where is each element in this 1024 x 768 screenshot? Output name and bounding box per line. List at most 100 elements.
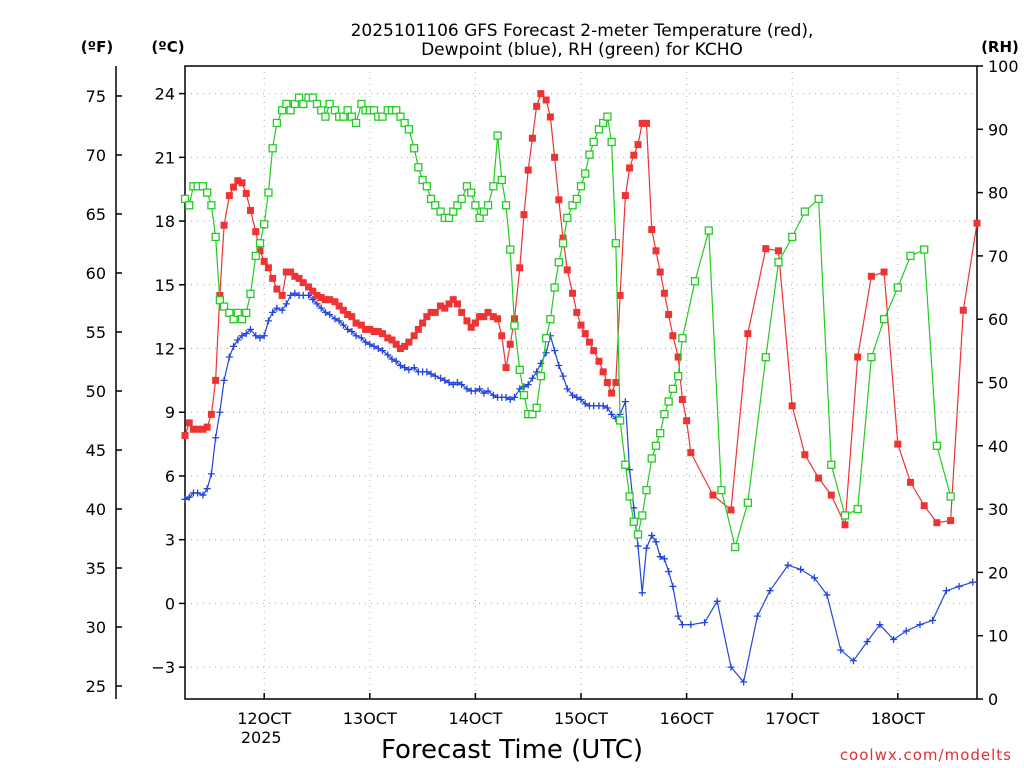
temperature-point [665, 311, 673, 319]
dewpoint-point [401, 364, 409, 372]
temperature-point [185, 419, 193, 427]
temperature-point [516, 264, 524, 272]
rh-tick-label: 80 [988, 184, 1008, 203]
rh-point [607, 137, 616, 147]
dewpoint-point [282, 300, 290, 308]
rh-tick-label: 100 [988, 57, 1019, 76]
rh-point [198, 182, 208, 191]
dewpoint-point [634, 542, 642, 550]
dewpoint-point [269, 308, 277, 316]
dewpoint-point [506, 395, 514, 403]
dewpoint-point [489, 391, 497, 399]
temperature-point [906, 478, 914, 486]
celsius-tick-label: 21 [155, 148, 175, 167]
temperature-point [616, 291, 624, 299]
rh-point [462, 182, 472, 191]
celsius-unit: (ºC) [151, 38, 184, 56]
dewpoint-point [344, 325, 352, 333]
dewpoint-point [437, 374, 445, 382]
temperature-point [287, 268, 295, 276]
rh-point [788, 232, 797, 242]
celsius-tick-label: 9 [165, 403, 175, 422]
rh-point [621, 460, 630, 469]
rh-point [568, 201, 577, 210]
temperature-point [295, 274, 303, 282]
rh-axis: 0 10 20 30 40 50 60 70 80 90 100 [977, 57, 1019, 709]
rh-point [351, 118, 361, 128]
temperature-point [585, 338, 593, 346]
dewpoint-point [797, 565, 805, 573]
x-tick-sublabel: 2025 [241, 728, 282, 747]
dewpoint-point [502, 393, 510, 401]
dewpoint-point [551, 347, 559, 355]
dewpoint-point [555, 362, 563, 370]
dewpoint-point [216, 408, 224, 416]
temperature-point [242, 189, 250, 197]
dewpoint-point [260, 332, 268, 340]
rh-point [576, 182, 586, 191]
temperature-point [423, 313, 431, 321]
dewpoint-point [533, 368, 541, 376]
temperature-point [608, 389, 616, 397]
dewpoint-point [652, 538, 660, 546]
temperature-point [273, 285, 281, 293]
x-tick-label: 15OCT [554, 709, 608, 728]
dewpoint-point [220, 376, 228, 384]
dewpoint-point [648, 531, 656, 539]
rh-point [581, 169, 590, 178]
rh-point [317, 106, 326, 115]
rh-point [638, 511, 647, 520]
temperature-point [414, 325, 422, 333]
dewpoint-point [305, 291, 313, 299]
temperature-point [727, 506, 735, 514]
rh-point [625, 492, 634, 501]
temperature-point [278, 291, 286, 299]
rh-line [184, 96, 952, 550]
dewpoint-point [863, 638, 871, 646]
dewpoint-point [291, 289, 299, 297]
dewpoint-point [621, 398, 629, 406]
dewpoint-point [388, 355, 396, 363]
rh-point [400, 118, 409, 128]
temperature-point [652, 247, 660, 255]
rh-point [207, 201, 216, 210]
dewpoint-point [234, 336, 242, 344]
temperature-point [427, 308, 435, 316]
temperature-point [453, 300, 461, 308]
temperature-point [370, 328, 378, 336]
rh-point [501, 201, 511, 210]
temperature-point [317, 294, 325, 302]
rh-tick-label: 70 [988, 247, 1008, 266]
dewpoint-point [410, 364, 418, 372]
temperature-point [326, 296, 334, 304]
rh-point [542, 334, 551, 343]
fahrenheit-tick-label: 30 [86, 618, 106, 637]
temperature-point [841, 521, 849, 529]
rh-point [392, 106, 401, 115]
dewpoint-point [577, 395, 585, 403]
rh-point [532, 403, 541, 412]
rh-point [467, 188, 476, 197]
dewpoint-point [458, 381, 466, 389]
temperature-point [471, 319, 479, 327]
rh-point [493, 131, 502, 140]
rh-point [515, 365, 524, 374]
dewpoint-point [453, 379, 461, 386]
x-axis-label: Forecast Time (UTC) [381, 735, 643, 765]
rh-point [418, 175, 427, 185]
rh-point [278, 106, 287, 115]
rh-point [339, 112, 348, 121]
temperature-point [894, 440, 902, 448]
rh-point [426, 194, 436, 204]
rh-point [800, 207, 810, 216]
dewpoint-point [246, 325, 254, 333]
rh-point [946, 492, 955, 501]
temperature-point [384, 334, 392, 342]
rh-point [286, 106, 295, 115]
dewpoint-series [181, 289, 977, 686]
temperature-point [603, 379, 611, 386]
dewpoint-point [563, 385, 571, 393]
temperature-point [252, 228, 260, 236]
dewpoint-point [207, 470, 215, 478]
rh-point [761, 353, 770, 362]
